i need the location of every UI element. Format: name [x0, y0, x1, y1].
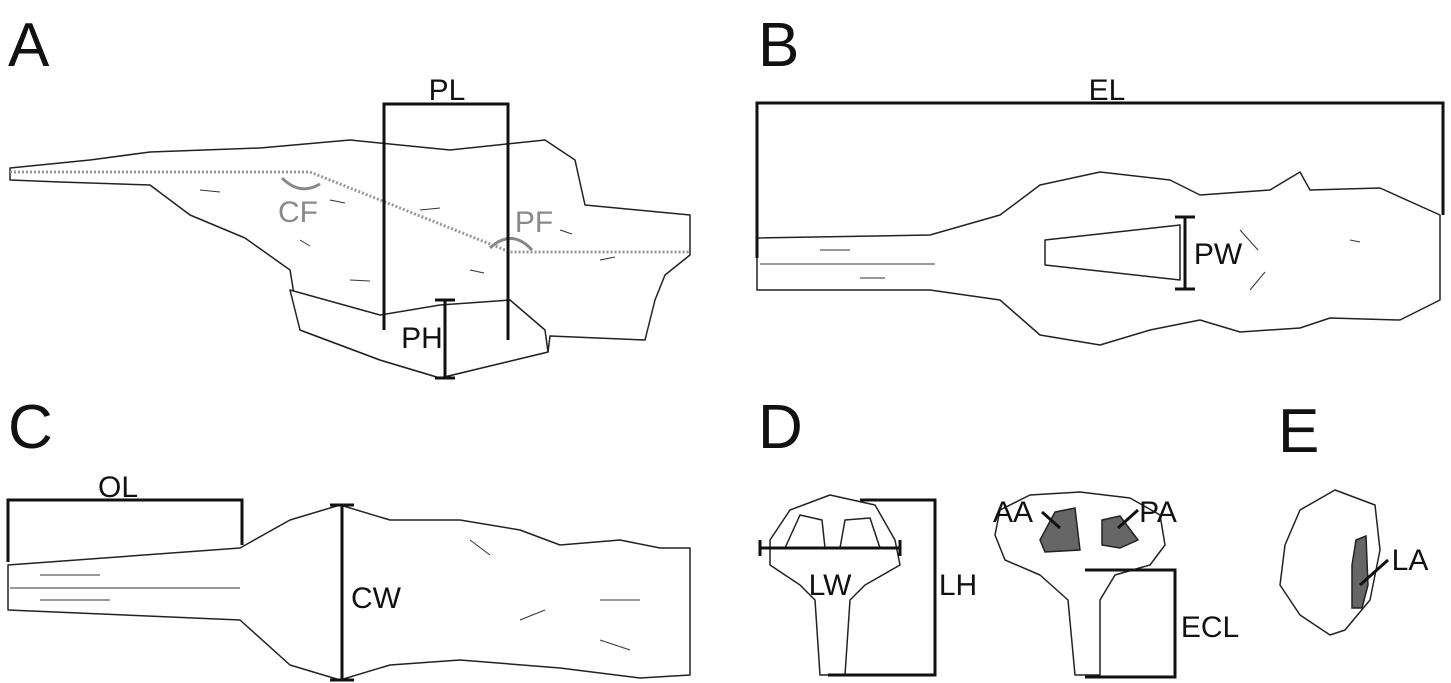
label: ECL: [1181, 611, 1239, 644]
label: OL: [98, 471, 138, 504]
label: LH: [939, 569, 977, 602]
panel-letter: D: [758, 393, 803, 462]
panel-letter: B: [758, 11, 799, 80]
panel-e: E LA: [1278, 397, 1428, 635]
label: PF: [515, 206, 553, 239]
label: LA: [1392, 544, 1429, 577]
label: PW: [1194, 238, 1243, 271]
label: LW: [809, 569, 852, 602]
panel-a: A PL CF PF PH: [8, 11, 690, 378]
skull-ventral: [8, 505, 690, 680]
label: PL: [429, 74, 466, 107]
panel-b: B EL PW: [757, 11, 1443, 345]
label: CW: [351, 582, 402, 615]
figure: A PL CF PF PH B EL PW C OL CW D LW: [0, 0, 1451, 683]
label: PA: [1139, 496, 1177, 529]
label: EL: [1089, 74, 1126, 107]
panel-d: D LW LH AA PA ECL: [758, 393, 1239, 677]
panel-letter: C: [8, 393, 53, 462]
label: PH: [401, 322, 443, 355]
label: CF: [278, 196, 318, 229]
panel-letter: E: [1278, 397, 1319, 466]
panel-c: C OL CW: [8, 393, 690, 680]
label: AA: [993, 496, 1033, 529]
panel-letter: A: [8, 11, 50, 80]
